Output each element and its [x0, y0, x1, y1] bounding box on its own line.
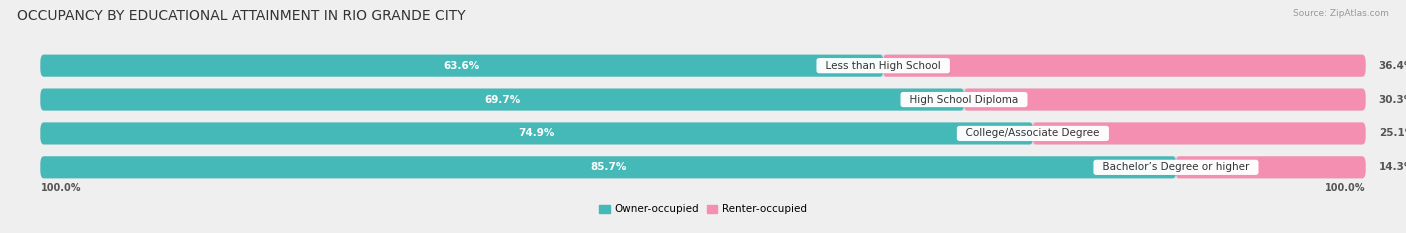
FancyBboxPatch shape: [41, 55, 883, 77]
Legend: Owner-occupied, Renter-occupied: Owner-occupied, Renter-occupied: [595, 200, 811, 219]
Text: 14.3%: 14.3%: [1379, 162, 1406, 172]
FancyBboxPatch shape: [41, 55, 1365, 77]
Text: 69.7%: 69.7%: [484, 95, 520, 105]
Text: 63.6%: 63.6%: [444, 61, 479, 71]
Text: 74.9%: 74.9%: [519, 128, 555, 138]
FancyBboxPatch shape: [41, 156, 1177, 178]
Text: 25.1%: 25.1%: [1379, 128, 1406, 138]
FancyBboxPatch shape: [883, 55, 1365, 77]
FancyBboxPatch shape: [41, 122, 1033, 144]
Text: 85.7%: 85.7%: [591, 162, 627, 172]
Text: High School Diploma: High School Diploma: [903, 95, 1025, 105]
FancyBboxPatch shape: [41, 89, 965, 111]
FancyBboxPatch shape: [1175, 156, 1365, 178]
Text: Bachelor’s Degree or higher: Bachelor’s Degree or higher: [1097, 162, 1256, 172]
Text: 100.0%: 100.0%: [41, 183, 82, 193]
Text: College/Associate Degree: College/Associate Degree: [959, 128, 1107, 138]
Text: Source: ZipAtlas.com: Source: ZipAtlas.com: [1294, 9, 1389, 18]
FancyBboxPatch shape: [1032, 122, 1365, 144]
Text: OCCUPANCY BY EDUCATIONAL ATTAINMENT IN RIO GRANDE CITY: OCCUPANCY BY EDUCATIONAL ATTAINMENT IN R…: [17, 9, 465, 23]
Text: 36.4%: 36.4%: [1379, 61, 1406, 71]
Text: Less than High School: Less than High School: [820, 61, 948, 71]
Text: 100.0%: 100.0%: [1324, 183, 1365, 193]
FancyBboxPatch shape: [41, 156, 1365, 178]
FancyBboxPatch shape: [41, 89, 1365, 111]
FancyBboxPatch shape: [963, 89, 1365, 111]
FancyBboxPatch shape: [41, 122, 1365, 144]
Text: 30.3%: 30.3%: [1379, 95, 1406, 105]
